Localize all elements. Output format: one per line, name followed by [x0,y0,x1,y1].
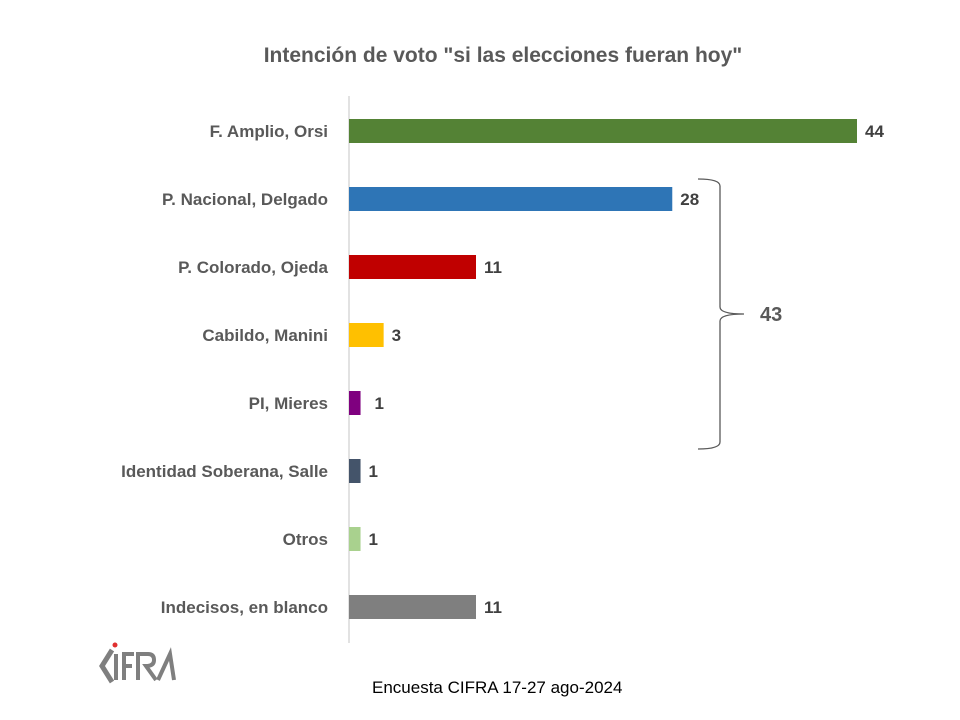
value-label: 11 [484,258,502,277]
category-label: PI, Mieres [249,394,328,413]
cifra-logo [99,642,176,684]
value-label: 1 [369,462,378,481]
curly-brace-shape [697,178,745,450]
value-label: 11 [484,598,502,617]
bar [349,187,673,211]
bar [349,527,361,551]
bar [349,595,476,619]
bracket-total-label: 43 [760,304,782,326]
category-label: Cabildo, Manini [202,326,328,345]
bar [349,119,857,143]
category-label: P. Colorado, Ojeda [178,258,328,277]
category-label: F. Amplio, Orsi [210,122,328,141]
value-label: 1 [369,530,378,549]
value-label: 44 [865,122,884,141]
category-label: Identidad Soberana, Salle [121,462,328,481]
value-label: 1 [375,394,384,413]
bar [349,255,476,279]
logo-dot [112,642,118,648]
source-footnote: Encuesta CIFRA 17-27 ago-2024 [372,678,623,697]
category-label: P. Nacional, Delgado [162,190,328,209]
value-label: 3 [392,326,401,345]
category-label: Indecisos, en blanco [161,598,328,617]
value-label: 28 [680,190,699,209]
category-label: Otros [283,530,328,549]
bracket-annotation: 43 [697,178,782,450]
bar [349,459,361,483]
chart-title: Intención de voto "si las elecciones fue… [263,44,743,67]
logo-chevron [99,648,115,684]
bar [349,323,384,347]
bar [349,391,361,415]
